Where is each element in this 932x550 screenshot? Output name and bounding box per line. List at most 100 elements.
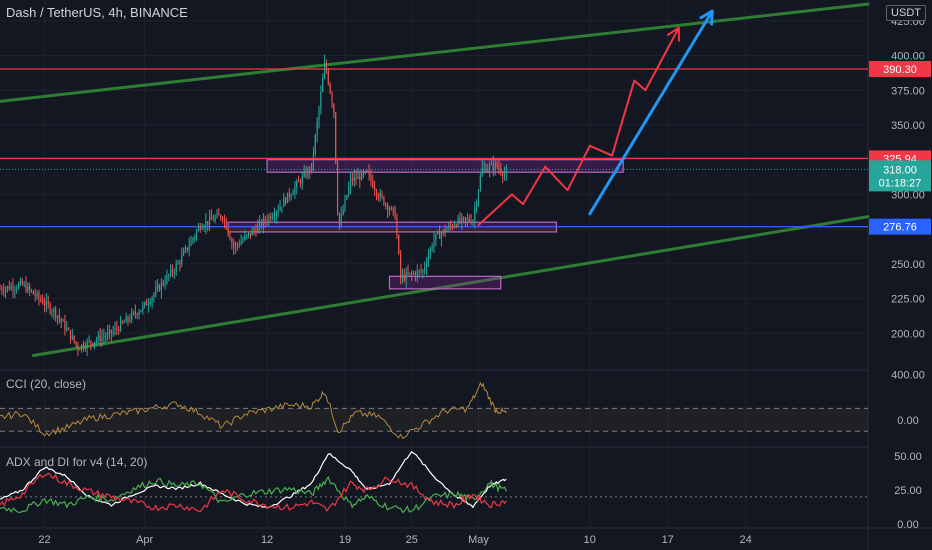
- candle-body: [247, 233, 250, 235]
- candle-body: [92, 342, 94, 345]
- candle-body: [214, 217, 216, 221]
- candle-body: [418, 270, 420, 272]
- price-line-badge-label: 390.30: [883, 64, 917, 76]
- candle-body: [490, 163, 493, 166]
- minus-di-line[interactable]: [0, 472, 507, 513]
- candle-body: [285, 198, 287, 204]
- cci-line[interactable]: [0, 381, 507, 439]
- candle-body: [23, 283, 25, 285]
- candle-body: [142, 305, 144, 311]
- adx-pane[interactable]: [0, 450, 868, 514]
- candle-body: [268, 216, 270, 222]
- candle-body: [79, 349, 81, 351]
- candle-body: [385, 204, 387, 206]
- candle-body: [270, 216, 272, 219]
- candle-body: [49, 304, 51, 312]
- candle-body: [320, 92, 322, 109]
- cci-pane[interactable]: [0, 381, 868, 439]
- candle-body: [66, 328, 68, 330]
- time-axis[interactable]: 22 Apr 12 19 25 May 10 17 24: [38, 534, 751, 546]
- candle-body: [481, 168, 483, 177]
- candle-body: [181, 255, 183, 264]
- projection-arrow[interactable]: [588, 9, 714, 216]
- candle-body: [125, 317, 127, 323]
- candle-body: [249, 233, 251, 236]
- price-line-badge[interactable]: [869, 61, 931, 78]
- candle-body: [359, 175, 361, 181]
- candle-body: [387, 204, 389, 211]
- candle-body: [164, 282, 166, 285]
- candle-body: [77, 344, 79, 350]
- candle-body: [110, 329, 112, 334]
- candle-body: [422, 270, 424, 272]
- price-tick-label: 400.00: [891, 51, 925, 63]
- candle-body: [203, 226, 205, 229]
- price-tick-label: 300.00: [891, 189, 925, 201]
- candle-body: [336, 162, 339, 213]
- adx-tick-label: 50.00: [894, 451, 922, 463]
- candle-body: [21, 280, 23, 285]
- candle-body: [335, 112, 337, 163]
- candle-body: [301, 176, 303, 184]
- candle-body: [53, 308, 55, 312]
- trendline[interactable]: [0, 2, 870, 103]
- candle-body: [179, 262, 181, 264]
- cci-indicator-title[interactable]: CCI (20, close): [6, 377, 87, 391]
- candle-body: [266, 221, 268, 223]
- candle-body: [333, 103, 335, 113]
- candle-body: [487, 169, 489, 173]
- trendline[interactable]: [31, 215, 870, 358]
- candle-body: [3, 290, 5, 292]
- candle-body: [62, 320, 64, 322]
- candle-body: [138, 312, 140, 316]
- candle-body: [136, 313, 138, 316]
- price-line-badge-label: 276.76: [883, 222, 917, 234]
- candle-body: [86, 341, 88, 349]
- candle-body: [372, 180, 374, 188]
- candle-body: [47, 300, 49, 305]
- candle-body: [158, 285, 161, 291]
- candle-body: [6, 286, 8, 289]
- candle-body: [60, 318, 62, 322]
- candle-body: [188, 245, 190, 250]
- candle-body: [505, 171, 507, 174]
- candle-body: [45, 300, 47, 306]
- candle-body: [162, 282, 164, 285]
- candle-body: [466, 218, 468, 220]
- currency-badge[interactable]: USDT: [886, 5, 926, 21]
- candle-body: [377, 195, 379, 198]
- candle-body: [492, 163, 494, 170]
- last-price-badge[interactable]: [869, 160, 931, 192]
- price-tick-label: 375.00: [891, 85, 925, 97]
- candle-body: [453, 225, 455, 228]
- candle-body: [381, 193, 383, 197]
- candle-body: [409, 272, 411, 274]
- price-line-badge[interactable]: [869, 218, 931, 235]
- candle-body: [312, 153, 315, 163]
- candle-body: [25, 283, 27, 292]
- candle-body: [155, 288, 157, 295]
- zone-rectangle[interactable]: [266, 159, 624, 173]
- price-pane[interactable]: [0, 2, 870, 358]
- price-axis[interactable]: 200.00225.00250.00275.00300.00325.00350.…: [869, 16, 931, 531]
- candle-body: [29, 286, 31, 290]
- candle-body: [129, 320, 131, 322]
- candle-body: [227, 229, 229, 235]
- candle-body: [73, 335, 75, 342]
- cci-tick-label: 0.00: [897, 415, 918, 427]
- last-price-label: 318.00: [883, 164, 917, 176]
- candle-body: [38, 293, 40, 299]
- price-tick-label: 350.00: [891, 120, 925, 132]
- plus-di-line[interactable]: [0, 475, 507, 514]
- candle-body: [353, 176, 355, 181]
- projection-arrowhead: [699, 9, 714, 26]
- projection-arrow[interactable]: [477, 26, 680, 226]
- candle-body: [257, 225, 259, 234]
- candle-body: [81, 344, 83, 350]
- candle-body: [205, 221, 207, 227]
- adx-indicator-title[interactable]: ADX and DI for v4 (14, 20): [6, 455, 148, 469]
- candle-body: [498, 167, 500, 170]
- candle-body: [411, 272, 413, 274]
- time-tick-label: 10: [584, 534, 596, 546]
